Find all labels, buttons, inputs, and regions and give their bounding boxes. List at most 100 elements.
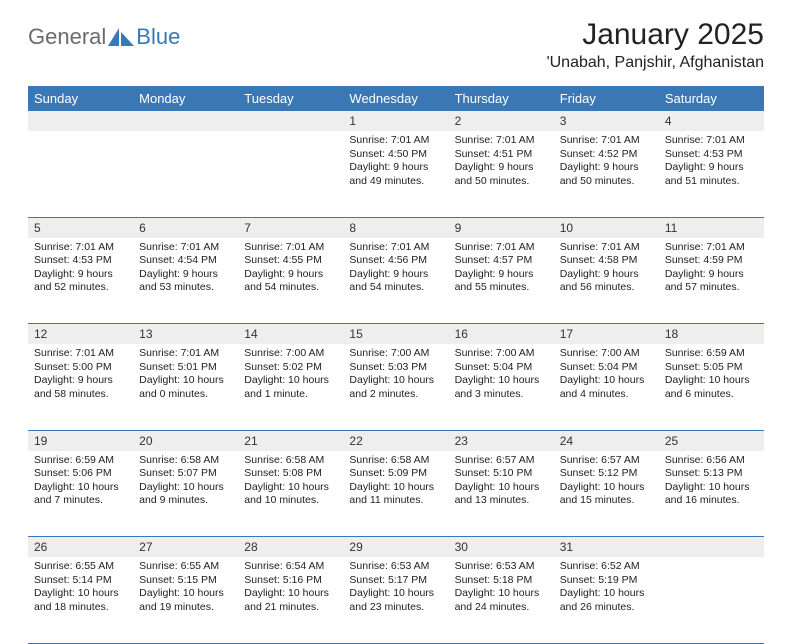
day-cell-body: Sunrise: 6:53 AMSunset: 5:17 PMDaylight:… xyxy=(343,557,448,620)
sunset-text: Sunset: 5:16 PM xyxy=(244,574,337,588)
day-number: 29 xyxy=(343,537,448,558)
day-header-row: Sunday Monday Tuesday Wednesday Thursday… xyxy=(28,86,764,111)
day-cell: Sunrise: 6:58 AMSunset: 5:09 PMDaylight:… xyxy=(343,451,448,537)
day-cell-body: Sunrise: 7:01 AMSunset: 5:01 PMDaylight:… xyxy=(133,344,238,407)
day-number: 31 xyxy=(554,537,659,558)
daylight-text: Daylight: 10 hours and 9 minutes. xyxy=(139,481,232,508)
sunset-text: Sunset: 5:18 PM xyxy=(455,574,548,588)
daylight-text: Daylight: 10 hours and 16 minutes. xyxy=(665,481,758,508)
day-cell-body: Sunrise: 6:55 AMSunset: 5:14 PMDaylight:… xyxy=(28,557,133,620)
sunset-text: Sunset: 5:05 PM xyxy=(665,361,758,375)
day-cell: Sunrise: 6:59 AMSunset: 5:05 PMDaylight:… xyxy=(659,344,764,430)
sunrise-text: Sunrise: 7:01 AM xyxy=(349,241,442,255)
day-number: 2 xyxy=(449,111,554,131)
day-cell: Sunrise: 6:58 AMSunset: 5:08 PMDaylight:… xyxy=(238,451,343,537)
calendar-table: Sunday Monday Tuesday Wednesday Thursday… xyxy=(28,86,764,644)
day-number: 16 xyxy=(449,324,554,345)
daylight-text: Daylight: 10 hours and 11 minutes. xyxy=(349,481,442,508)
day-cell-body: Sunrise: 7:01 AMSunset: 4:58 PMDaylight:… xyxy=(554,238,659,301)
daylight-text: Daylight: 9 hours and 50 minutes. xyxy=(455,161,548,188)
calendar-page: General Blue January 2025 'Unabah, Panjs… xyxy=(0,0,792,644)
daylight-text: Daylight: 10 hours and 24 minutes. xyxy=(455,587,548,614)
day-cell-body: Sunrise: 7:01 AMSunset: 5:00 PMDaylight:… xyxy=(28,344,133,407)
sunrise-text: Sunrise: 6:55 AM xyxy=(34,560,127,574)
daylight-text: Daylight: 10 hours and 0 minutes. xyxy=(139,374,232,401)
day-cell: Sunrise: 6:56 AMSunset: 5:13 PMDaylight:… xyxy=(659,451,764,537)
sunrise-text: Sunrise: 7:01 AM xyxy=(665,241,758,255)
day-cell-body: Sunrise: 6:58 AMSunset: 5:07 PMDaylight:… xyxy=(133,451,238,514)
sunset-text: Sunset: 4:52 PM xyxy=(560,148,653,162)
day-cell: Sunrise: 7:01 AMSunset: 4:53 PMDaylight:… xyxy=(659,131,764,217)
day-cell: Sunrise: 6:57 AMSunset: 5:12 PMDaylight:… xyxy=(554,451,659,537)
sunset-text: Sunset: 5:19 PM xyxy=(560,574,653,588)
day-cell-body: Sunrise: 6:54 AMSunset: 5:16 PMDaylight:… xyxy=(238,557,343,620)
day-cell-body: Sunrise: 6:52 AMSunset: 5:19 PMDaylight:… xyxy=(554,557,659,620)
week-row: Sunrise: 6:59 AMSunset: 5:06 PMDaylight:… xyxy=(28,451,764,537)
day-cell-body: Sunrise: 6:59 AMSunset: 5:05 PMDaylight:… xyxy=(659,344,764,407)
daylight-text: Daylight: 10 hours and 1 minute. xyxy=(244,374,337,401)
day-cell-body: Sunrise: 7:01 AMSunset: 4:56 PMDaylight:… xyxy=(343,238,448,301)
sunrise-text: Sunrise: 6:57 AM xyxy=(560,454,653,468)
day-number: 25 xyxy=(659,430,764,451)
daynum-row: 1234 xyxy=(28,111,764,131)
day-cell: Sunrise: 6:59 AMSunset: 5:06 PMDaylight:… xyxy=(28,451,133,537)
sunset-text: Sunset: 4:56 PM xyxy=(349,254,442,268)
sunset-text: Sunset: 4:54 PM xyxy=(139,254,232,268)
daylight-text: Daylight: 9 hours and 54 minutes. xyxy=(244,268,337,295)
daylight-text: Daylight: 9 hours and 52 minutes. xyxy=(34,268,127,295)
sunrise-text: Sunrise: 6:52 AM xyxy=(560,560,653,574)
sunrise-text: Sunrise: 7:00 AM xyxy=(349,347,442,361)
sunset-text: Sunset: 4:57 PM xyxy=(455,254,548,268)
location-text: 'Unabah, Panjshir, Afghanistan xyxy=(547,54,764,72)
week-row: Sunrise: 6:55 AMSunset: 5:14 PMDaylight:… xyxy=(28,557,764,643)
sunrise-text: Sunrise: 6:57 AM xyxy=(455,454,548,468)
daylight-text: Daylight: 10 hours and 26 minutes. xyxy=(560,587,653,614)
daynum-row: 262728293031 xyxy=(28,537,764,558)
sunset-text: Sunset: 5:03 PM xyxy=(349,361,442,375)
day-cell: Sunrise: 6:53 AMSunset: 5:18 PMDaylight:… xyxy=(449,557,554,643)
day-number: 28 xyxy=(238,537,343,558)
sunrise-text: Sunrise: 7:01 AM xyxy=(560,134,653,148)
day-cell: Sunrise: 7:01 AMSunset: 4:51 PMDaylight:… xyxy=(449,131,554,217)
day-cell-body: Sunrise: 6:55 AMSunset: 5:15 PMDaylight:… xyxy=(133,557,238,620)
day-header: Thursday xyxy=(449,86,554,111)
daylight-text: Daylight: 10 hours and 21 minutes. xyxy=(244,587,337,614)
sunset-text: Sunset: 4:55 PM xyxy=(244,254,337,268)
sunset-text: Sunset: 5:17 PM xyxy=(349,574,442,588)
sunset-text: Sunset: 5:04 PM xyxy=(455,361,548,375)
daylight-text: Daylight: 10 hours and 2 minutes. xyxy=(349,374,442,401)
day-number: 8 xyxy=(343,217,448,238)
day-cell: Sunrise: 6:55 AMSunset: 5:14 PMDaylight:… xyxy=(28,557,133,643)
sail-icon xyxy=(108,28,134,46)
daylight-text: Daylight: 10 hours and 19 minutes. xyxy=(139,587,232,614)
day-cell xyxy=(28,131,133,217)
daylight-text: Daylight: 10 hours and 23 minutes. xyxy=(349,587,442,614)
sunset-text: Sunset: 4:53 PM xyxy=(665,148,758,162)
daylight-text: Daylight: 9 hours and 58 minutes. xyxy=(34,374,127,401)
day-number xyxy=(238,111,343,131)
sunset-text: Sunset: 5:10 PM xyxy=(455,467,548,481)
day-cell: Sunrise: 7:01 AMSunset: 4:55 PMDaylight:… xyxy=(238,238,343,324)
day-number: 20 xyxy=(133,430,238,451)
sunrise-text: Sunrise: 7:01 AM xyxy=(244,241,337,255)
title-block: January 2025 'Unabah, Panjshir, Afghanis… xyxy=(547,18,764,72)
sunrise-text: Sunrise: 7:01 AM xyxy=(455,134,548,148)
day-cell: Sunrise: 6:54 AMSunset: 5:16 PMDaylight:… xyxy=(238,557,343,643)
day-cell-body: Sunrise: 7:01 AMSunset: 4:57 PMDaylight:… xyxy=(449,238,554,301)
sunset-text: Sunset: 5:07 PM xyxy=(139,467,232,481)
day-cell-body: Sunrise: 6:53 AMSunset: 5:18 PMDaylight:… xyxy=(449,557,554,620)
sunrise-text: Sunrise: 7:00 AM xyxy=(455,347,548,361)
day-cell-body: Sunrise: 7:01 AMSunset: 4:53 PMDaylight:… xyxy=(28,238,133,301)
day-cell-body: Sunrise: 6:56 AMSunset: 5:13 PMDaylight:… xyxy=(659,451,764,514)
sunset-text: Sunset: 5:13 PM xyxy=(665,467,758,481)
day-cell-body: Sunrise: 7:01 AMSunset: 4:52 PMDaylight:… xyxy=(554,131,659,194)
day-cell-body: Sunrise: 7:00 AMSunset: 5:04 PMDaylight:… xyxy=(449,344,554,407)
day-cell xyxy=(238,131,343,217)
day-number: 1 xyxy=(343,111,448,131)
day-cell: Sunrise: 7:01 AMSunset: 4:59 PMDaylight:… xyxy=(659,238,764,324)
day-cell: Sunrise: 7:01 AMSunset: 4:57 PMDaylight:… xyxy=(449,238,554,324)
day-cell-body: Sunrise: 7:01 AMSunset: 4:53 PMDaylight:… xyxy=(659,131,764,194)
sunrise-text: Sunrise: 6:59 AM xyxy=(665,347,758,361)
sunrise-text: Sunrise: 7:01 AM xyxy=(349,134,442,148)
daylight-text: Daylight: 9 hours and 55 minutes. xyxy=(455,268,548,295)
